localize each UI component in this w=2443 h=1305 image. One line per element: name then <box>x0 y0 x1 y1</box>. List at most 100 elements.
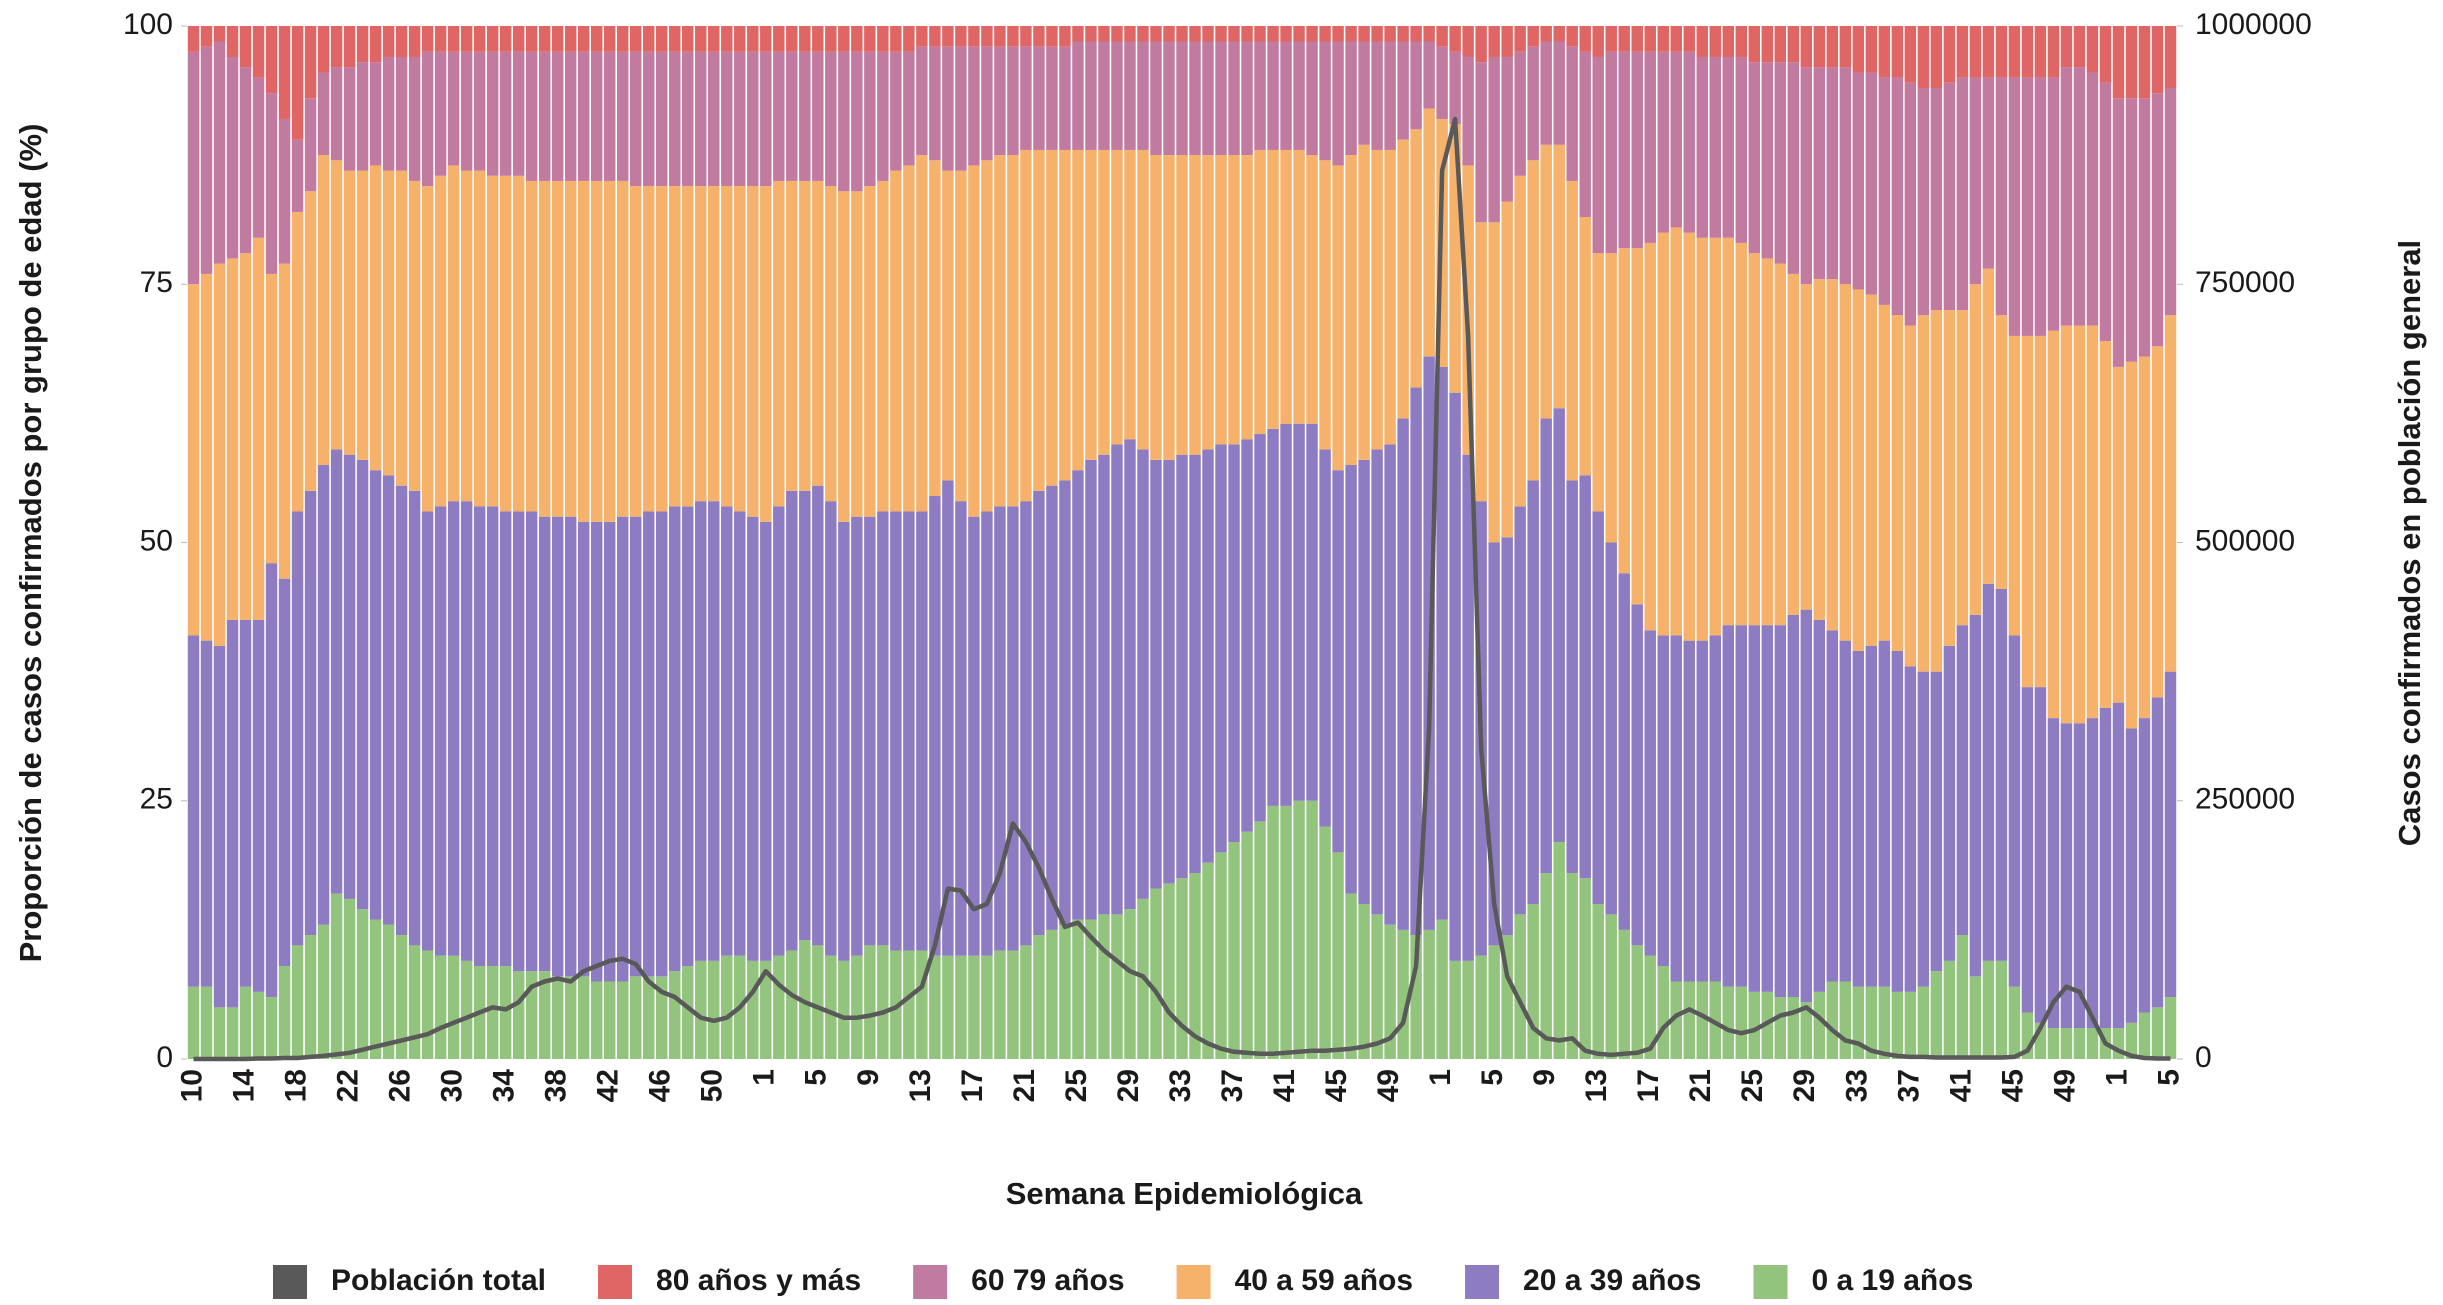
bar-segment <box>1917 315 1930 672</box>
bar-segment <box>799 180 811 491</box>
bar-segment <box>1241 41 1253 156</box>
bar-segment <box>1527 160 1539 481</box>
bar-segment <box>252 77 265 238</box>
x-tick-label: 1 <box>748 1069 781 1086</box>
bar-segment <box>1813 991 1826 1059</box>
bar-segment <box>2047 330 2060 719</box>
bar-segment <box>1046 485 1058 930</box>
bar-segment <box>1202 449 1214 863</box>
bar-segment <box>369 919 382 1059</box>
bar-segment <box>1488 945 1500 1059</box>
bar-segment <box>1410 387 1422 936</box>
bar-segment <box>2073 1028 2086 1059</box>
bar-segment <box>278 578 291 967</box>
bar-segment <box>929 496 941 956</box>
bar-segment <box>721 51 733 187</box>
bar-segment <box>1735 242 1748 626</box>
bar-segment <box>1189 454 1201 874</box>
bar-segment <box>1644 51 1656 243</box>
bar-segment <box>890 170 902 512</box>
bar-segment <box>1293 423 1305 801</box>
bar-segment <box>1449 392 1461 961</box>
y2-tick-label: 0 <box>2195 1041 2212 1074</box>
bar-segment <box>1592 904 1604 1059</box>
bar-segment <box>1800 1002 1813 1059</box>
bar-segment <box>577 26 590 52</box>
x-tick-label: 10 <box>175 1069 208 1102</box>
bar-segment <box>1059 26 1071 47</box>
bar-segment <box>695 960 707 1059</box>
bar-segment <box>356 909 369 1059</box>
bar-segment <box>1657 232 1669 636</box>
bar-segment <box>1332 41 1344 166</box>
bar-segment <box>395 485 408 936</box>
bar-segment <box>1748 625 1761 992</box>
bar-segment <box>812 26 824 52</box>
bar-segment <box>1579 878 1591 1059</box>
bar-segment <box>486 506 499 967</box>
bar-segment <box>1813 26 1826 68</box>
bar-segment <box>1189 873 1201 1059</box>
bar-segment <box>1059 149 1071 481</box>
bar-segment <box>2021 26 2034 78</box>
bar-segment <box>187 635 200 987</box>
y-tick-label: 75 <box>140 266 173 299</box>
bar-segment <box>1280 149 1292 424</box>
bar-segment <box>304 26 317 99</box>
bar-segment <box>1228 842 1240 1059</box>
bar-segment <box>1540 144 1552 419</box>
bar-segment <box>564 516 577 977</box>
legend-swatch <box>913 1265 948 1299</box>
bar-segment <box>838 26 850 52</box>
bar-segment <box>812 945 824 1059</box>
bar-segment <box>981 26 993 47</box>
bar-segment <box>538 180 551 517</box>
bar-segment <box>538 51 551 181</box>
bar-segment <box>1137 26 1149 42</box>
bar-segment <box>1800 284 1813 610</box>
bar-segment <box>630 976 642 1059</box>
bar-segment <box>408 945 421 1059</box>
bar-segment <box>1514 506 1526 915</box>
bar-segment <box>434 26 447 52</box>
bar-segment <box>1176 41 1188 156</box>
bar-segment <box>1605 253 1617 543</box>
x-tick-label: 38 <box>540 1069 573 1102</box>
bar-segment <box>1397 26 1409 42</box>
bar-segment <box>1722 237 1734 626</box>
bar-segment <box>877 945 889 1059</box>
bar-segment <box>2034 687 2047 1023</box>
bar-segment <box>2086 72 2099 326</box>
bar-segment <box>577 521 590 977</box>
bar-segment <box>1007 506 1019 951</box>
bar-segment <box>2060 26 2073 68</box>
bar-segment <box>200 986 213 1059</box>
bar-segment <box>1956 625 1969 936</box>
bar-segment <box>499 966 512 1059</box>
bar-segment <box>1046 929 1058 1059</box>
bar-segment <box>1345 465 1357 894</box>
bar-segment <box>890 51 902 171</box>
bar-segment <box>1618 51 1630 249</box>
bar-segment <box>1501 26 1513 57</box>
bar-segment <box>1228 444 1240 843</box>
bar-segment <box>1046 46 1058 150</box>
y-axis-title: Proporción de casos confirmados por grup… <box>13 124 48 963</box>
bar-segment <box>981 160 993 512</box>
bar-segment <box>2060 723 2073 1029</box>
bar-segment <box>317 155 330 466</box>
bar-segment <box>1384 444 1396 925</box>
bar-segment <box>525 511 538 972</box>
bar-segment <box>460 960 473 1059</box>
x-tick-label: 9 <box>852 1069 885 1086</box>
bar-segment <box>369 62 382 166</box>
bar-segment <box>1917 671 1930 987</box>
bar-segment <box>1553 144 1565 409</box>
bar-segment <box>265 273 278 564</box>
bar-segment <box>838 191 850 522</box>
bar-segment <box>330 67 343 161</box>
bar-segment <box>356 62 369 171</box>
bar-segment <box>1423 929 1435 1059</box>
bar-segment <box>1228 155 1240 445</box>
bar-segment <box>1085 41 1097 150</box>
